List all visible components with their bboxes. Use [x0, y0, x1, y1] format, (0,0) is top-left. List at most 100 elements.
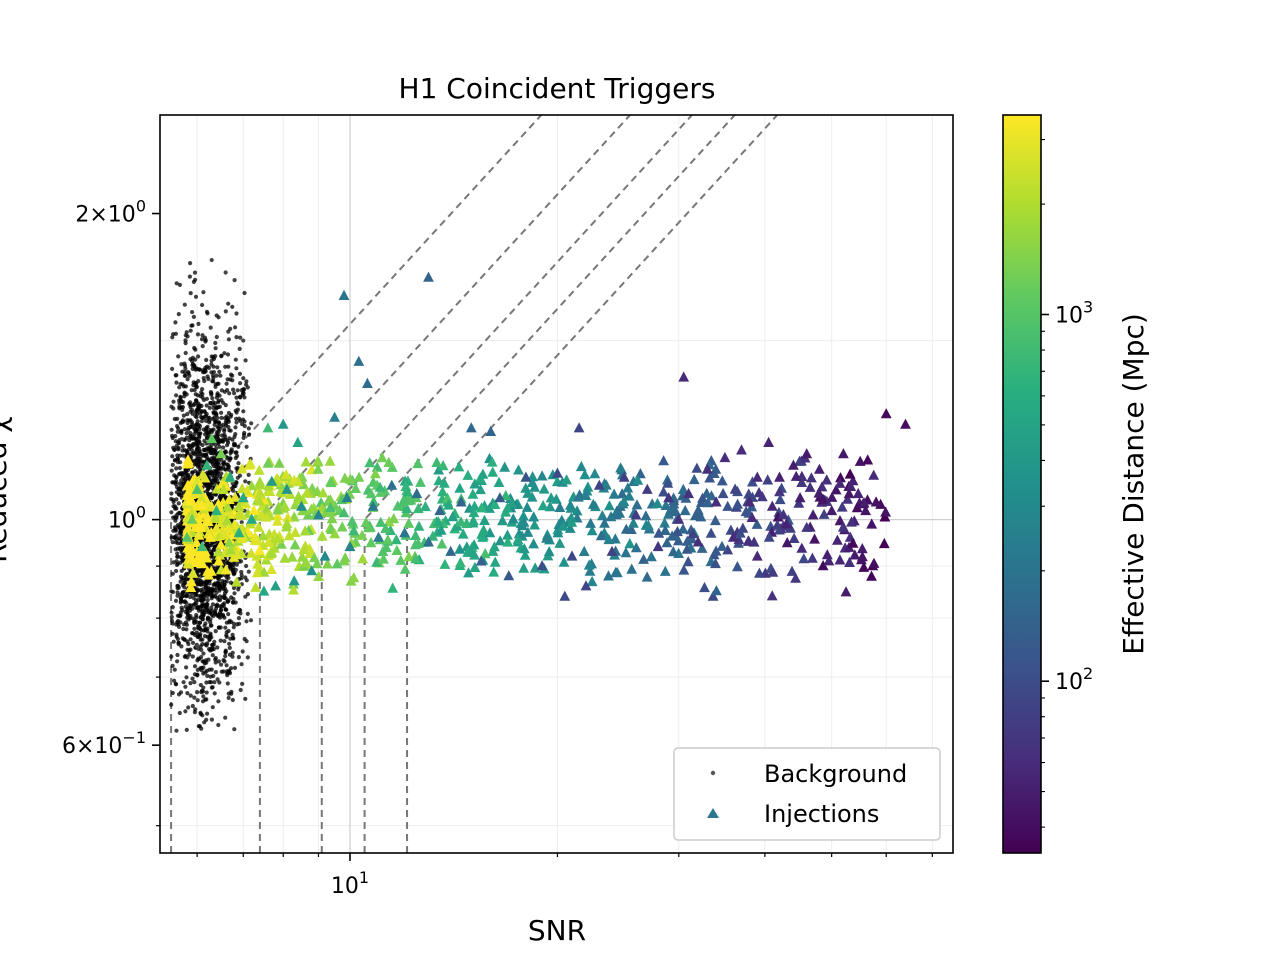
background-point — [222, 432, 227, 437]
background-point — [223, 270, 228, 275]
background-point — [242, 423, 247, 429]
background-point — [184, 571, 189, 576]
background-point — [171, 499, 176, 505]
background-point — [201, 671, 206, 676]
injection-point — [439, 558, 451, 569]
injection-point — [493, 476, 505, 487]
background-point — [194, 381, 199, 386]
background-point — [225, 352, 231, 357]
background-point — [208, 459, 213, 464]
injection-point — [697, 492, 708, 503]
injection-point — [378, 553, 389, 564]
background-point — [188, 418, 193, 423]
injection-point — [585, 517, 596, 528]
injection-point — [754, 567, 765, 578]
injection-point — [253, 521, 265, 532]
injection-point — [781, 537, 793, 548]
injection-point — [788, 532, 800, 543]
injection-point — [250, 581, 261, 592]
background-point — [174, 485, 180, 490]
background-point — [182, 302, 187, 307]
background-point — [237, 346, 242, 351]
background-point — [231, 387, 236, 392]
injection-point — [857, 551, 868, 562]
background-point — [223, 654, 228, 659]
injection-point — [746, 511, 758, 522]
background-point — [176, 642, 181, 647]
background-point — [215, 677, 220, 682]
background-point — [247, 432, 252, 437]
background-point — [187, 274, 192, 279]
injection-point — [834, 477, 846, 488]
background-point — [180, 444, 185, 449]
injection-point — [807, 509, 819, 520]
injection-point — [186, 513, 198, 524]
background-point — [172, 678, 177, 683]
background-point — [170, 433, 175, 438]
injection-point — [646, 551, 657, 562]
colorbar-label: Effective Distance (Mpc) — [1117, 313, 1150, 655]
injection-point — [681, 543, 693, 554]
injection-point — [469, 561, 481, 572]
injection-point — [494, 535, 506, 546]
background-point — [238, 381, 243, 386]
background-point — [221, 461, 226, 466]
injection-point — [353, 355, 365, 366]
injection-point — [435, 524, 447, 535]
background-point — [215, 602, 220, 607]
background-point — [234, 562, 239, 567]
injection-point — [392, 500, 404, 511]
background-point — [199, 419, 204, 424]
background-point — [203, 627, 208, 632]
background-point — [178, 397, 183, 403]
background-point — [193, 458, 198, 463]
injection-point — [796, 476, 808, 487]
threshold-curve — [406, 115, 779, 853]
background-point — [190, 654, 195, 659]
background-point — [194, 447, 199, 452]
background-point — [222, 659, 227, 664]
injection-point — [288, 511, 300, 522]
x-tick-label: 101 — [331, 868, 369, 899]
background-point — [207, 418, 212, 423]
background-point — [211, 613, 216, 619]
background-point — [177, 613, 182, 618]
background-point — [215, 580, 221, 585]
background-point — [219, 388, 224, 393]
threshold-curve — [258, 115, 632, 853]
injection-point — [348, 572, 360, 583]
injection-point — [722, 544, 734, 555]
background-point — [204, 435, 210, 441]
injection-point — [854, 455, 866, 466]
injection-point — [870, 496, 882, 507]
background-point — [173, 320, 178, 325]
injection-point — [536, 470, 548, 481]
injection-point — [552, 467, 563, 478]
injection-point — [705, 527, 717, 538]
injection-point — [272, 533, 283, 544]
injection-point — [289, 526, 301, 537]
injection-point — [218, 483, 229, 494]
injection-point — [851, 502, 863, 513]
injection-point — [455, 557, 466, 568]
background-point — [221, 437, 226, 442]
injection-point — [296, 500, 307, 511]
background-point — [188, 445, 193, 450]
injection-point — [598, 482, 610, 493]
injection-point — [257, 530, 269, 541]
background-point — [192, 680, 197, 685]
background-point — [211, 673, 216, 679]
background-point — [192, 345, 197, 351]
injection-point — [500, 489, 512, 501]
colorbar-tick-label: 102 — [1055, 664, 1093, 695]
background-point — [195, 667, 200, 673]
background-point — [201, 580, 206, 585]
background-point — [186, 705, 191, 710]
background-point — [173, 598, 179, 603]
background-point — [218, 607, 223, 613]
injection-point — [740, 505, 752, 517]
background-point — [174, 466, 179, 471]
injection-point — [196, 540, 208, 552]
injection-point — [300, 556, 312, 567]
